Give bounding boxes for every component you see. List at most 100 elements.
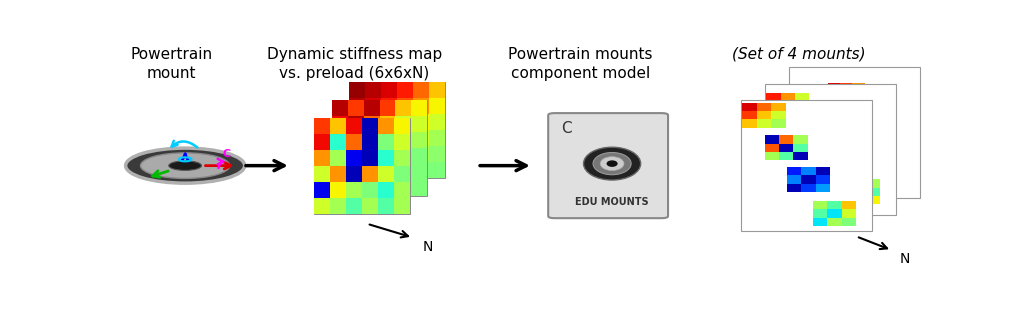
Bar (413, 114, 429, 130)
Bar (332, 116, 348, 132)
Bar (813, 201, 827, 209)
Bar (816, 167, 830, 175)
Ellipse shape (140, 153, 229, 178)
Bar (885, 172, 897, 179)
Bar (861, 186, 872, 193)
Bar (413, 130, 429, 146)
Bar (412, 132, 427, 148)
Bar (842, 218, 856, 226)
Bar (381, 82, 397, 98)
Bar (332, 148, 348, 164)
Ellipse shape (606, 160, 617, 167)
Bar (812, 132, 826, 140)
Bar (851, 196, 865, 204)
Bar (794, 152, 808, 160)
Text: N: N (423, 240, 433, 254)
Bar (780, 101, 795, 109)
Bar (331, 198, 346, 214)
Bar (395, 180, 412, 196)
Bar (771, 119, 785, 128)
Text: EDU MOUNTS: EDU MOUNTS (575, 197, 649, 207)
Bar (795, 109, 809, 118)
Bar (348, 132, 364, 148)
Bar (766, 109, 780, 118)
Bar (765, 152, 779, 160)
Bar (346, 182, 362, 198)
Bar (816, 184, 830, 192)
Bar (779, 135, 794, 144)
Bar (348, 180, 364, 196)
Bar (786, 175, 802, 184)
Bar (412, 100, 427, 116)
Ellipse shape (169, 161, 202, 170)
Bar (861, 179, 872, 186)
Bar (757, 103, 771, 111)
Bar (380, 180, 395, 196)
Bar (380, 116, 395, 132)
Bar (827, 218, 842, 226)
Bar (348, 100, 364, 116)
Bar (827, 209, 842, 218)
Bar (349, 146, 366, 162)
Bar (798, 132, 812, 140)
Bar (346, 133, 362, 150)
Bar (798, 140, 812, 149)
Bar (366, 82, 381, 98)
Bar (349, 114, 366, 130)
Bar (757, 111, 771, 119)
Bar (349, 98, 366, 114)
Bar (802, 167, 816, 175)
Bar (802, 184, 816, 192)
Bar (852, 83, 864, 90)
Bar (828, 83, 841, 90)
Bar (412, 180, 427, 196)
Bar (331, 118, 346, 133)
Bar (364, 180, 380, 196)
Bar (378, 198, 394, 214)
Bar (766, 93, 780, 101)
Bar (885, 179, 897, 186)
Ellipse shape (593, 153, 631, 175)
Bar (794, 135, 808, 144)
Bar (362, 118, 378, 133)
Bar (786, 184, 802, 192)
Bar (314, 133, 331, 150)
Bar (865, 188, 880, 196)
Bar (331, 166, 346, 182)
Bar (852, 97, 864, 104)
Bar (395, 116, 412, 132)
Bar (394, 150, 410, 166)
Bar (314, 118, 410, 214)
Bar (841, 90, 852, 97)
Bar (380, 132, 395, 148)
Bar (765, 135, 779, 144)
Bar (348, 116, 364, 132)
Bar (397, 130, 413, 146)
Bar (795, 93, 809, 101)
Bar (366, 146, 381, 162)
Bar (413, 82, 429, 98)
Bar (779, 152, 794, 160)
Bar (397, 114, 413, 130)
Ellipse shape (600, 157, 624, 171)
Bar (362, 198, 378, 214)
Bar (364, 132, 380, 148)
Bar (346, 166, 362, 182)
Bar (865, 179, 880, 188)
Bar (429, 98, 444, 114)
Bar (332, 100, 427, 196)
Bar (741, 100, 872, 231)
Bar (780, 109, 795, 118)
Bar (378, 166, 394, 182)
Bar (851, 179, 865, 188)
Bar (331, 182, 346, 198)
Bar (861, 172, 872, 179)
Bar (362, 150, 378, 166)
Bar (381, 162, 397, 178)
Bar (380, 100, 395, 116)
Bar (378, 150, 394, 166)
Bar (828, 90, 841, 97)
Bar (837, 196, 851, 204)
Bar (779, 144, 794, 152)
Bar (851, 188, 865, 196)
